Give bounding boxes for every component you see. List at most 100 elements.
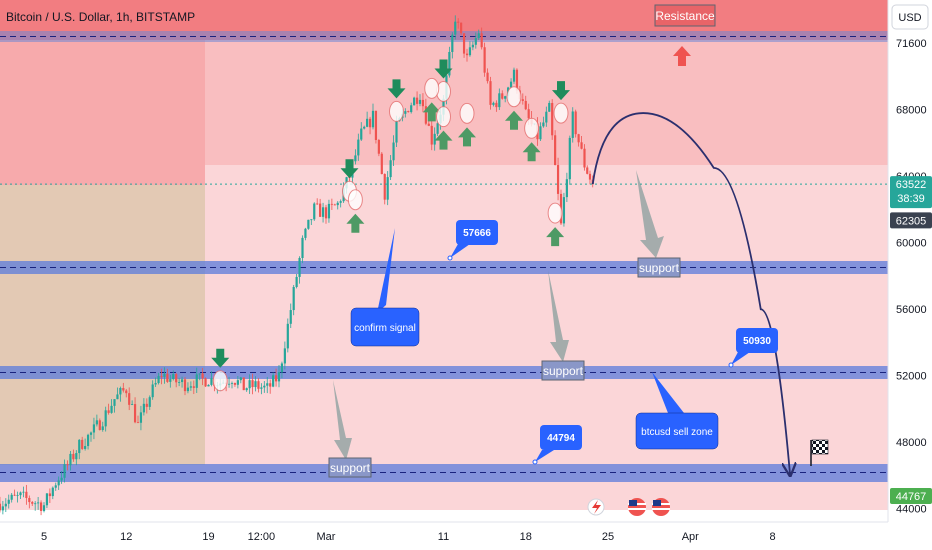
- candle-body: [92, 424, 96, 433]
- secondary-price-value: 62305: [896, 215, 927, 227]
- candle-body: [427, 123, 430, 126]
- signal-circle: [506, 86, 522, 108]
- price-tick-label: 48000: [896, 437, 927, 449]
- candle-body: [421, 99, 425, 107]
- resistance-up-arrow-icon: [673, 46, 691, 66]
- candle-body: [86, 434, 90, 447]
- buy-arrow-icon: [422, 102, 441, 122]
- candle-body: [166, 373, 169, 382]
- callout-44794: 44794: [532, 425, 582, 465]
- candle-body: [260, 387, 263, 389]
- candle-body: [336, 202, 339, 206]
- candle-body: [42, 505, 46, 511]
- candle-body: [19, 492, 22, 496]
- candle-body: [227, 383, 231, 385]
- secondary-price-tag: 62305: [890, 212, 932, 229]
- candle-body: [22, 491, 25, 493]
- candle-body: [418, 99, 422, 104]
- time-axis-bg[interactable]: [0, 522, 888, 550]
- candle-body: [316, 203, 319, 205]
- candle-body: [448, 51, 451, 76]
- candle-body: [415, 97, 419, 104]
- candle-body: [163, 373, 166, 377]
- candle-body: [465, 53, 469, 56]
- sell-arrow-icon: [340, 159, 359, 179]
- candle-body: [48, 493, 51, 497]
- signals: [211, 59, 570, 392]
- price-axis: 4400048000520005600060000640006800071600: [896, 38, 927, 515]
- candle-body: [554, 135, 557, 166]
- candle-body: [509, 81, 513, 88]
- buy-arrow-icon: [346, 213, 365, 233]
- candle-body: [565, 179, 568, 198]
- event-icons: [587, 498, 670, 516]
- us-flag-event-icon[interactable]: [652, 498, 670, 516]
- candle-body: [562, 197, 566, 224]
- time-tick-label: 5: [41, 531, 47, 543]
- candle-body: [128, 393, 131, 405]
- callout-50930: 50930: [728, 328, 778, 368]
- candle-body: [89, 432, 93, 435]
- candle-body: [201, 373, 204, 379]
- candle-body: [324, 207, 328, 219]
- candle-body: [110, 405, 113, 413]
- candle-body: [186, 387, 190, 392]
- candle-body: [515, 69, 519, 91]
- price-axis-bg[interactable]: [888, 0, 932, 550]
- candle-body: [269, 383, 272, 387]
- candle-body: [392, 142, 395, 161]
- signal-circle: [347, 189, 363, 211]
- candle-body: [63, 464, 66, 478]
- candle-body: [84, 446, 87, 449]
- time-axis: 5 12 19 12:00 Mar 11 18 25 Apr 8: [41, 531, 776, 543]
- candle-body: [571, 111, 574, 138]
- candle-body: [160, 376, 163, 377]
- candle-body: [492, 102, 495, 105]
- candle-body: [319, 203, 322, 217]
- candle-body: [371, 110, 375, 128]
- candle-body: [551, 102, 554, 136]
- candle-body: [178, 382, 181, 383]
- candle-body: [183, 379, 187, 392]
- candle-body: [148, 397, 151, 407]
- candle-body: [321, 207, 325, 217]
- candle-body: [272, 375, 275, 387]
- buy-arrow-icon: [546, 227, 565, 247]
- time-tick-label: 8: [769, 531, 775, 543]
- candle-body: [407, 111, 410, 113]
- callout-confirm-signal: confirm signal: [350, 228, 420, 347]
- candle-body: [333, 204, 336, 206]
- candle-body: [248, 380, 251, 389]
- candle-body: [542, 122, 545, 127]
- signal-circle: [553, 102, 569, 124]
- candle-body: [192, 386, 195, 388]
- candle-body: [81, 439, 84, 449]
- candle-body: [436, 123, 439, 134]
- support-label-2: support: [541, 360, 585, 381]
- candle-body: [433, 133, 436, 145]
- candle-body: [254, 381, 257, 388]
- candle-body: [180, 379, 184, 383]
- price-tick-label: 71600: [896, 38, 927, 50]
- candle-body: [107, 410, 110, 413]
- buy-arrow-icon: [458, 127, 476, 147]
- time-tick-label: 12: [120, 531, 132, 543]
- candle-body: [313, 203, 316, 220]
- earnings-event-icon[interactable]: [587, 498, 605, 516]
- signal-circle: [212, 370, 228, 392]
- currency-button[interactable]: USD: [891, 4, 929, 30]
- candle-body: [51, 487, 54, 497]
- pointer-arrow-support-2: [548, 270, 569, 362]
- candle-body: [116, 394, 119, 400]
- candle-body: [7, 499, 10, 504]
- us-flag-event-icon[interactable]: [628, 498, 646, 516]
- support-label-3-text: support: [330, 461, 371, 475]
- price-callout-50930: 50930: [743, 336, 771, 347]
- candle-body: [139, 412, 143, 423]
- candle-body: [357, 139, 360, 156]
- candle-body: [39, 502, 43, 511]
- candle-body: [304, 228, 307, 238]
- candle-body: [457, 21, 460, 23]
- support-price-value: 44767: [896, 491, 927, 503]
